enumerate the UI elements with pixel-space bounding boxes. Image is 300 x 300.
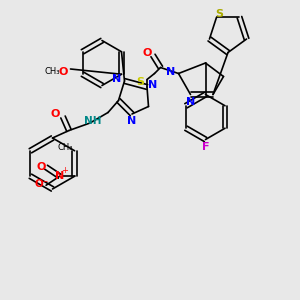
Text: N: N — [148, 80, 158, 91]
Text: N: N — [186, 97, 195, 107]
Text: O: O — [58, 67, 68, 77]
Text: NH: NH — [84, 116, 102, 127]
Text: O: O — [37, 162, 46, 172]
Text: F: F — [202, 142, 209, 152]
Text: O: O — [142, 47, 152, 58]
Text: S: S — [136, 77, 144, 87]
Text: N: N — [55, 171, 64, 181]
Text: N: N — [167, 67, 176, 77]
Text: +: + — [61, 166, 68, 175]
Text: N: N — [112, 74, 122, 85]
Text: N: N — [128, 116, 136, 127]
Text: CH₃: CH₃ — [58, 143, 73, 152]
Text: CH₃: CH₃ — [45, 68, 60, 76]
Text: O⁻: O⁻ — [34, 179, 49, 189]
Text: S: S — [215, 9, 223, 19]
Text: O: O — [51, 109, 60, 119]
